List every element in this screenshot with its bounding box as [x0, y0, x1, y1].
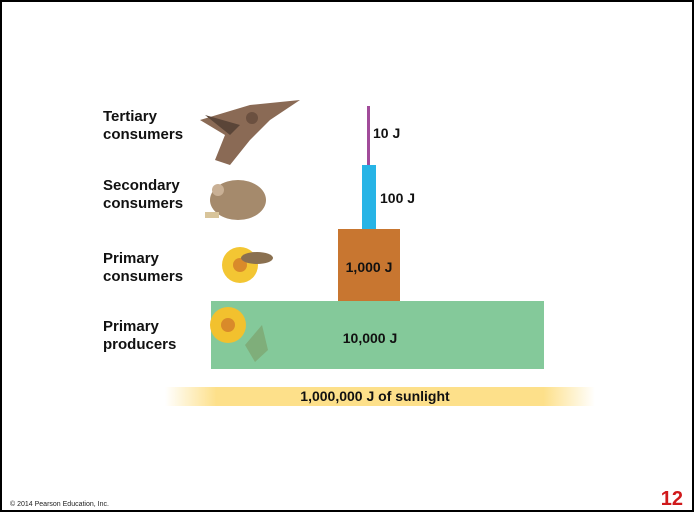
level-label: consumers	[103, 195, 183, 212]
energy-label: 10 J	[373, 125, 400, 141]
copyright: © 2014 Pearson Education, Inc.	[10, 500, 109, 508]
level-label: Primary	[103, 250, 160, 267]
secondary-consumers-bar	[362, 165, 376, 229]
energy-label: 10,000 J	[343, 330, 398, 346]
level-label: consumers	[103, 126, 183, 143]
level-label: Primary	[103, 318, 160, 335]
slide-number: 12	[661, 488, 683, 510]
energy-label: 1,000 J	[346, 259, 393, 275]
sunlight-label: 1,000,000 J of sunlight	[300, 388, 450, 404]
energy-label: 100 J	[380, 190, 415, 206]
level-label: consumers	[103, 268, 183, 285]
mouse-icon	[205, 180, 266, 220]
level-label: Secondary	[103, 177, 180, 194]
level-label: producers	[103, 336, 176, 353]
level-label: Tertiary	[103, 108, 158, 125]
tertiary-consumers-bar	[367, 106, 370, 165]
slide: Tertiary consumers Secondary consumers P…	[0, 0, 694, 512]
